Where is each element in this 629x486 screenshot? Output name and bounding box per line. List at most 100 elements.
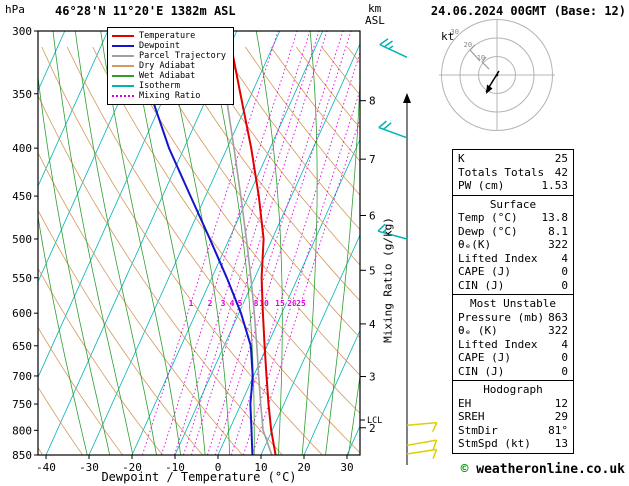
legend-swatch-wet-adiabat <box>112 75 134 77</box>
panel-row: Lifted Index 4 <box>453 252 573 266</box>
wet-adiabat-line <box>325 66 360 455</box>
panel-row-value: 322 <box>548 324 568 337</box>
altitude-axis-unit-asl: ASL <box>365 14 385 27</box>
pressure-tick-label: 400 <box>12 142 32 155</box>
isotherm-line <box>131 31 324 455</box>
hodograph-trace-segment <box>469 49 481 62</box>
panel-row-label: CIN (J) <box>458 364 505 378</box>
panel-row: StmDir 81° <box>453 424 573 438</box>
dry-adiabat-line <box>41 46 323 455</box>
panel-row-label: Dewp (°C) <box>458 224 518 238</box>
panel-section-title: Most Unstable <box>469 297 557 310</box>
temperature-tick-label: -40 <box>36 461 56 474</box>
altitude-tick-label: 6 <box>369 210 376 223</box>
panel-row: Lifted Index 4 <box>453 338 573 352</box>
temperature-tick-label: 20 <box>297 461 310 474</box>
panel-row-label: Lifted Index <box>458 337 538 351</box>
wet-adiabat-line <box>348 373 360 455</box>
legend-item: Wet Adiabat <box>112 71 229 81</box>
panel-row-label: Lifted Index <box>458 251 538 265</box>
legend-swatch-isotherm <box>112 85 134 87</box>
pressure-tick-label: 700 <box>12 370 32 383</box>
mixing-ratio-value: 1 <box>189 299 194 308</box>
hodograph-trace-segment <box>481 61 490 70</box>
altitude-tick-label: 5 <box>369 264 376 277</box>
temperature-tick-label: 0 <box>215 461 222 474</box>
panel-row: PW (cm) 1.53 <box>453 179 573 193</box>
wet-adiabat-line <box>100 31 182 455</box>
hodograph-ring <box>459 37 535 113</box>
mixing-ratio-value: 10 <box>259 299 269 308</box>
altitude-tick-label: 8 <box>369 95 376 108</box>
wet-adiabat-line <box>52 31 134 455</box>
temperature-tick-label: -10 <box>165 461 185 474</box>
mixing-ratio-value: 15 <box>275 299 285 308</box>
dry-adiabat-line <box>117 46 360 376</box>
wind-barb <box>406 421 438 432</box>
panel-row: EH 12 <box>453 397 573 411</box>
altitude-tick-label: 2 <box>369 422 376 435</box>
mixing-ratio-value: 25 <box>296 299 306 308</box>
hodograph-trace-barb <box>469 44 476 51</box>
pressure-tick-label: 550 <box>12 272 32 285</box>
panel-section-title: Hodograph <box>483 383 543 396</box>
altitude-tick-label: 4 <box>369 318 376 331</box>
temperature-axis-label: Dewpoint / Temperature (°C) <box>101 470 297 484</box>
panel-row: K 25 <box>453 152 573 166</box>
wet-adiabat-line <box>38 73 111 455</box>
legend: Temperature Dewpoint Parcel Trajectory Dry … <box>107 27 234 105</box>
panel-section-title: Surface <box>489 197 537 211</box>
temperature-tick-label: 10 <box>254 461 267 474</box>
panel-row: Temp (°C) 13.8 <box>453 211 573 225</box>
lcl-label: LCL <box>367 416 382 426</box>
panel-row-label: CAPE (J) <box>458 351 511 364</box>
panel-row-label: StmDir <box>458 423 498 437</box>
isotherm-line <box>174 42 360 455</box>
panel-row-value: 0 <box>561 364 568 378</box>
panel-row: CAPE (J) 0 <box>453 351 573 365</box>
wind-barb <box>406 448 438 459</box>
panel-row: CIN (J) 0 <box>453 365 573 379</box>
panel-section: K 25 Totals Totals 42 PW (cm) 1.53 <box>452 149 574 196</box>
hodograph-ring <box>441 19 553 131</box>
dry-adiabat-line <box>38 267 164 455</box>
dry-adiabat-line <box>38 326 124 455</box>
panel-row-value: 8.1 <box>548 224 568 238</box>
pressure-axis-unit: hPa <box>5 3 25 16</box>
panel-row-value: 81° <box>548 423 568 437</box>
legend-label: Parcel Trajectory <box>139 51 226 61</box>
mixing-ratio-value: 20 <box>287 299 297 308</box>
panel-row: StmSpd (kt) 13 <box>453 437 573 451</box>
wet-adiabat-line <box>301 31 318 455</box>
legend-label: Temperature <box>139 31 196 41</box>
wet-adiabat-line <box>255 31 283 455</box>
panel-row-value: 13.8 <box>541 211 569 224</box>
hodograph-vector-arrowhead <box>486 84 493 94</box>
mixing-ratio-line <box>214 31 352 455</box>
legend-item: Dry Adiabat <box>112 61 229 71</box>
legend-item: Mixing Ratio <box>112 91 229 101</box>
panel-row-value: 25 <box>554 152 568 165</box>
panel-row-label: θₑ(K) <box>458 238 492 251</box>
mixing-ratio-value: 3 <box>221 299 226 308</box>
dry-adiabat-line <box>194 46 360 266</box>
isotherm-line <box>38 31 109 188</box>
wet-adiabat-line <box>129 31 206 455</box>
pressure-tick-label: 850 <box>12 449 32 462</box>
panel-row: CAPE (J) 0 <box>453 265 573 279</box>
panel-row-label: PW (cm) <box>458 179 505 192</box>
mixing-ratio-value: 8 <box>254 299 259 308</box>
altitude-tick-label: 3 <box>369 371 376 384</box>
panel-row-label: θₑ (K) <box>458 324 498 337</box>
panel-row-value: 0 <box>561 265 568 278</box>
copyright: © weatheronline.co.uk <box>461 462 625 477</box>
panel-row: Totals Totals 42 <box>453 166 573 180</box>
altitude-axis-unit-km: km <box>368 2 382 15</box>
panel-section: Surface Temp (°C) 13.8 Dewp (°C) 8.1 θₑ(K) 322… <box>452 194 574 295</box>
isotherm-line <box>303 329 360 455</box>
page-title: 46°28'N 11°20'E 1382m ASL <box>55 4 236 18</box>
wind-barb <box>378 120 408 139</box>
panel-row-label: SREH <box>458 410 485 423</box>
mixing-ratio-value: 5 <box>238 299 243 308</box>
